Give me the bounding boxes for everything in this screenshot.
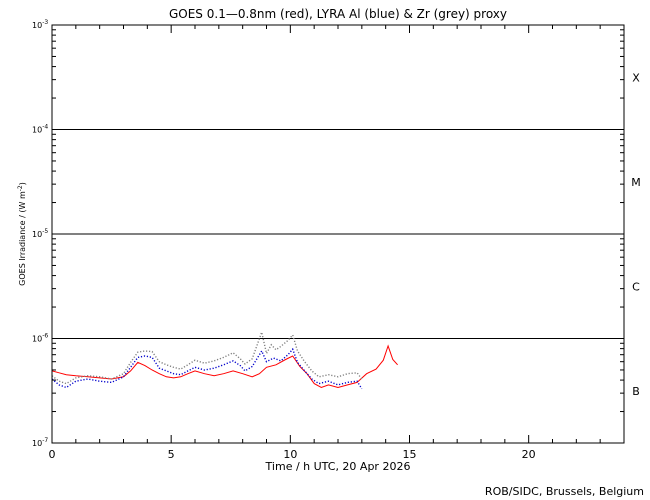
flare-class-B: B — [632, 385, 640, 398]
y-tick-label-2: 10-5 — [32, 228, 48, 239]
x-tick-labels: 0 5 10 15 20 — [49, 448, 536, 461]
x-axis-label: Time / h UTC, 20 Apr 2026 — [265, 460, 411, 473]
x-tick-label-0: 0 — [49, 448, 56, 461]
y-tick-label-3: 10-4 — [32, 124, 48, 135]
flare-class-C: C — [632, 280, 640, 293]
credit-text: ROB/SIDC, Brussels, Belgium — [485, 485, 644, 498]
threshold-lines — [52, 129, 624, 339]
series-line-1 — [51, 347, 363, 390]
y-tick-label-4: 10-3 — [32, 19, 48, 30]
x-tick-label-5: 5 — [168, 448, 175, 461]
x-tick-label-10: 10 — [283, 448, 297, 461]
y-axis-label-end: ) — [18, 182, 27, 185]
y-tick-labels: 10-7 10-6 10-5 10-4 10-3 — [32, 19, 48, 448]
y-tick-label-1: 10-6 — [32, 333, 48, 344]
series-line-2 — [51, 329, 363, 385]
series-line-0 — [51, 344, 398, 389]
y-tick-label-0: 10-7 — [32, 437, 48, 448]
data-series — [51, 329, 398, 390]
x-tick-label-15: 15 — [403, 448, 417, 461]
chart-title: GOES 0.1—0.8nm (red), LYRA Al (blue) & Z… — [169, 7, 507, 21]
y-axis-label-sup: -2 — [17, 185, 24, 191]
y-axis-label-main: GOES Irradiance / (W m — [18, 191, 27, 286]
flare-class-M: M — [631, 176, 641, 189]
flare-class-X: X — [632, 71, 640, 84]
x-tick-label-20: 20 — [522, 448, 536, 461]
y-axis-label: GOES Irradiance / (W m-2) — [17, 182, 27, 286]
flare-class-labels: X M C B — [631, 71, 641, 398]
axis-ticks — [51, 25, 625, 444]
